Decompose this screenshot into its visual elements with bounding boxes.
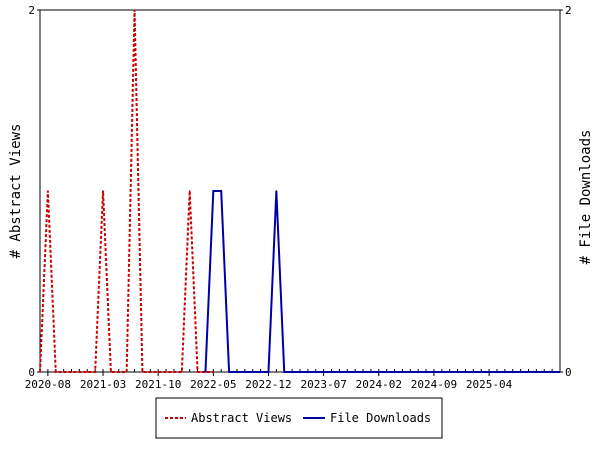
data-point-file-downloads [433,371,435,373]
data-point-file-downloads [448,371,451,373]
data-point-file-downloads [236,371,238,373]
legend-box [155,397,443,439]
legend-label-abstract-views: Abstract Views [191,411,292,425]
y-left-tick-label: 0 [28,366,35,379]
data-point-file-downloads [275,190,278,192]
x-axis-ticks: 2020-08 2021-03 2021-10 2022-05 2022-12 2023-… [25,369,561,391]
data-point-file-downloads [330,371,333,373]
data-point-abstract-views [47,190,49,192]
y-right-tick-label: 2 [565,4,572,17]
x-tick-label: 2020-08 [25,378,71,391]
data-point-abstract-views [149,371,152,373]
data-point-abstract-views [173,371,175,373]
data-point-file-downloads [480,371,483,373]
data-point-file-downloads [519,371,522,373]
data-point-abstract-views [102,190,104,192]
data-point-abstract-views [125,371,128,373]
x-tick-label: 2023-07 [300,378,346,391]
y-axis-title-left: # Abstract Views [8,124,24,259]
y-right-tick-label: 0 [565,366,572,379]
data-point-file-downloads [267,371,270,373]
data-point-abstract-views [141,371,144,373]
data-point-abstract-views [70,371,73,373]
data-point-file-downloads [488,371,490,373]
data-point-abstract-views [86,371,89,373]
data-point-file-downloads [354,371,356,373]
data-point-file-downloads [228,371,230,373]
data-point-file-downloads [212,190,215,192]
data-point-file-downloads [441,371,443,373]
data-point-abstract-views [181,371,183,373]
series-layer [39,9,561,373]
data-point-file-downloads [511,371,514,373]
data-point-file-downloads [220,190,223,192]
data-point-file-downloads [259,371,262,373]
data-point-file-downloads [543,371,546,373]
data-point-abstract-views [157,371,159,373]
data-point-file-downloads [456,371,459,373]
data-point-abstract-views [196,371,199,373]
data-point-file-downloads [417,371,419,373]
plot-area [39,9,561,373]
data-point-abstract-views [188,190,191,192]
data-point-file-downloads [377,371,380,373]
data-point-file-downloads [204,371,207,373]
data-point-file-downloads [401,371,404,373]
data-point-file-downloads [307,371,309,373]
data-point-file-downloads [283,371,286,373]
data-point-file-downloads [314,371,317,373]
x-tick-label: 2025-04 [466,378,513,391]
data-point-file-downloads [551,371,553,373]
data-point-file-downloads [559,371,561,373]
legend-label-file-downloads: File Downloads [330,411,431,425]
data-point-file-downloads [291,371,293,373]
data-point-file-downloads [385,371,388,373]
data-point-abstract-views [39,371,41,373]
data-point-file-downloads [322,371,325,373]
data-point-file-downloads [299,371,301,373]
series-line-file-downloads [204,190,560,373]
y-axis-title-right: # File Downloads [578,130,594,265]
data-point-file-downloads [244,371,246,373]
x-tick-label: 2024-09 [411,378,457,391]
data-point-abstract-views [54,371,57,373]
data-point-file-downloads [362,371,364,373]
data-point-file-downloads [472,371,475,373]
data-point-abstract-views [94,371,96,373]
series-line-abstract-views [39,9,214,373]
data-point-abstract-views [165,371,167,373]
data-point-file-downloads [504,371,506,373]
data-point-abstract-views [110,371,112,373]
data-point-file-downloads [409,371,412,373]
data-point-abstract-views [78,371,81,373]
data-point-abstract-views [117,371,120,373]
data-point-file-downloads [527,371,530,373]
x-tick-label: 2021-10 [135,378,181,391]
data-point-file-downloads [338,371,341,373]
data-point-file-downloads [496,371,498,373]
data-point-abstract-views [62,371,65,373]
data-point-abstract-views [212,371,215,373]
data-point-file-downloads [346,371,349,373]
x-tick-label: 2024-02 [356,378,402,391]
data-point-file-downloads [393,371,396,373]
x-tick-label: 2022-05 [190,378,236,391]
x-tick-label: 2022-12 [245,378,291,391]
data-point-file-downloads [251,371,254,373]
data-point-abstract-views [133,9,136,11]
legend: Abstract Views File Downloads [155,397,443,439]
data-point-file-downloads [535,371,538,373]
y-left-tick-label: 2 [28,4,35,17]
data-point-file-downloads [464,371,467,373]
data-point-file-downloads [370,371,372,373]
data-point-file-downloads [425,371,427,373]
x-tick-label: 2021-03 [80,378,126,391]
